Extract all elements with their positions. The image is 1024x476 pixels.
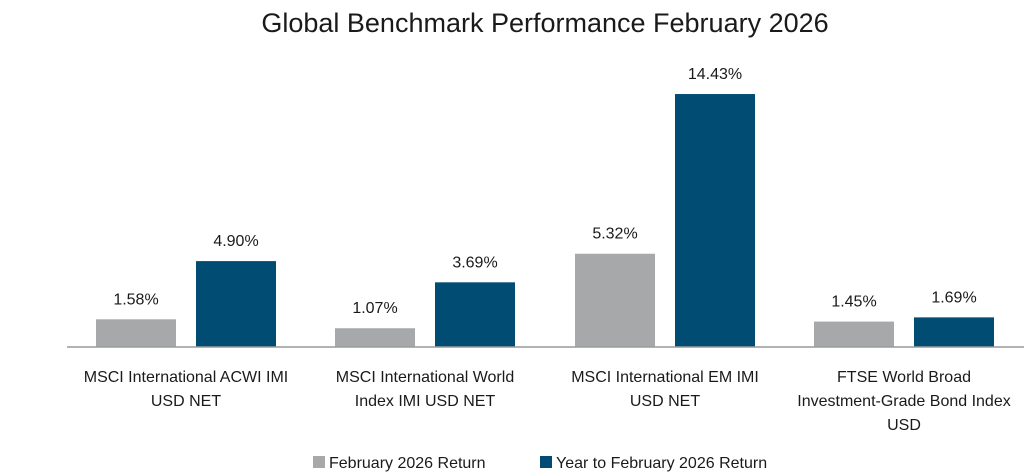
category-label-3-line-0: FTSE World Broad	[837, 369, 971, 386]
bar-s0-c1	[335, 328, 415, 347]
category-label-0-line-0: MSCI International ACWI IMI	[84, 369, 289, 386]
bar-s0-c2	[575, 253, 655, 347]
legend-swatch-1	[540, 456, 552, 468]
legend: February 2026 Return Year to February 202…	[313, 455, 767, 472]
data-label-s0-c0: 1.58%	[113, 291, 158, 308]
category-label-3-line-2: USD	[887, 417, 921, 434]
data-label-s0-c1: 1.07%	[352, 300, 397, 317]
category-label-1-line-0: MSCI International World	[336, 369, 514, 386]
legend-swatch-0	[313, 456, 325, 468]
chart-title: Global Benchmark Performance February 20…	[261, 8, 828, 38]
category-label-3-line-1: Investment-Grade Bond Index	[797, 393, 1010, 410]
category-labels: MSCI International ACWI IMI USD NET MSCI I…	[84, 369, 1011, 434]
data-label-s0-c2: 5.32%	[592, 226, 637, 243]
bar-s1-c1	[435, 282, 515, 347]
category-label-2-line-0: MSCI International EM IMI	[571, 369, 759, 386]
category-label-0-line-1: USD NET	[151, 393, 221, 410]
legend-label-1: Year to February 2026 Return	[556, 455, 767, 472]
bar-s0-c0	[96, 319, 176, 347]
bar-s1-c0	[196, 261, 276, 347]
data-label-s0-c3: 1.45%	[831, 294, 876, 311]
data-label-s1-c0: 4.90%	[213, 233, 258, 250]
data-label-s1-c3: 1.69%	[931, 289, 976, 306]
category-label-2-line-1: USD NET	[630, 393, 700, 410]
data-label-s1-c1: 3.69%	[452, 254, 497, 271]
legend-label-0: February 2026 Return	[329, 455, 486, 472]
bars-layer: 1.58% 1.07% 5.32% 1.45% 4.90% 3.69% 14.43% 1.69…	[96, 66, 994, 347]
data-label-s1-c2: 14.43%	[688, 66, 742, 83]
category-label-1-line-1: Index IMI USD NET	[355, 393, 496, 410]
bar-s1-c2	[675, 94, 755, 347]
bar-s1-c3	[914, 317, 994, 347]
bar-s0-c3	[814, 321, 894, 347]
